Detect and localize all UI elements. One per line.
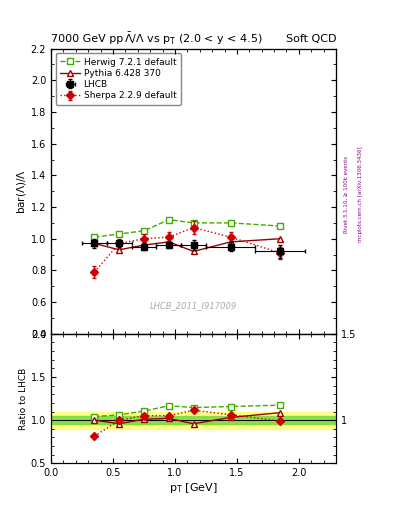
Pythia 6.428 370 <box>278 236 283 242</box>
Herwig 7.2.1 default <box>191 220 196 226</box>
Legend: Herwig 7.2.1 default, Pythia 6.428 370, LHCB, Sherpa 2.2.9 default: Herwig 7.2.1 default, Pythia 6.428 370, … <box>55 53 181 105</box>
Herwig 7.2.1 default <box>166 217 171 223</box>
Title: $\bar{\Lambda}/\Lambda$ vs p$_{\mathrm{T}}$ (2.0 < y < 4.5): $\bar{\Lambda}/\Lambda$ vs p$_{\mathrm{T… <box>124 31 263 47</box>
Text: 7000 GeV pp: 7000 GeV pp <box>51 33 123 44</box>
Line: Herwig 7.2.1 default: Herwig 7.2.1 default <box>91 216 284 241</box>
Pythia 6.428 370 <box>117 247 121 253</box>
Pythia 6.428 370 <box>191 248 196 254</box>
Text: Rivet 3.1.10, ≥ 100k events: Rivet 3.1.10, ≥ 100k events <box>344 156 349 233</box>
Bar <box>51 412 336 429</box>
X-axis label: p$_{\mathrm{T}}$ [GeV]: p$_{\mathrm{T}}$ [GeV] <box>169 481 218 495</box>
Text: LHCB_2011_I917009: LHCB_2011_I917009 <box>150 301 237 310</box>
Herwig 7.2.1 default <box>228 220 233 226</box>
Pythia 6.428 370 <box>166 239 171 245</box>
Text: Soft QCD: Soft QCD <box>286 33 336 44</box>
Bar <box>51 416 336 424</box>
Text: mcplots.cern.ch [arXiv:1306.3436]: mcplots.cern.ch [arXiv:1306.3436] <box>358 147 363 242</box>
Herwig 7.2.1 default <box>141 228 146 234</box>
Pythia 6.428 370 <box>141 242 146 248</box>
Pythia 6.428 370 <box>92 241 97 247</box>
Herwig 7.2.1 default <box>92 234 97 240</box>
Y-axis label: bar($\Lambda$)/$\Lambda$: bar($\Lambda$)/$\Lambda$ <box>15 169 28 214</box>
Pythia 6.428 370 <box>228 239 233 245</box>
Herwig 7.2.1 default <box>117 231 121 237</box>
Line: Pythia 6.428 370: Pythia 6.428 370 <box>91 235 284 255</box>
Herwig 7.2.1 default <box>278 223 283 229</box>
Y-axis label: Ratio to LHCB: Ratio to LHCB <box>19 368 28 430</box>
